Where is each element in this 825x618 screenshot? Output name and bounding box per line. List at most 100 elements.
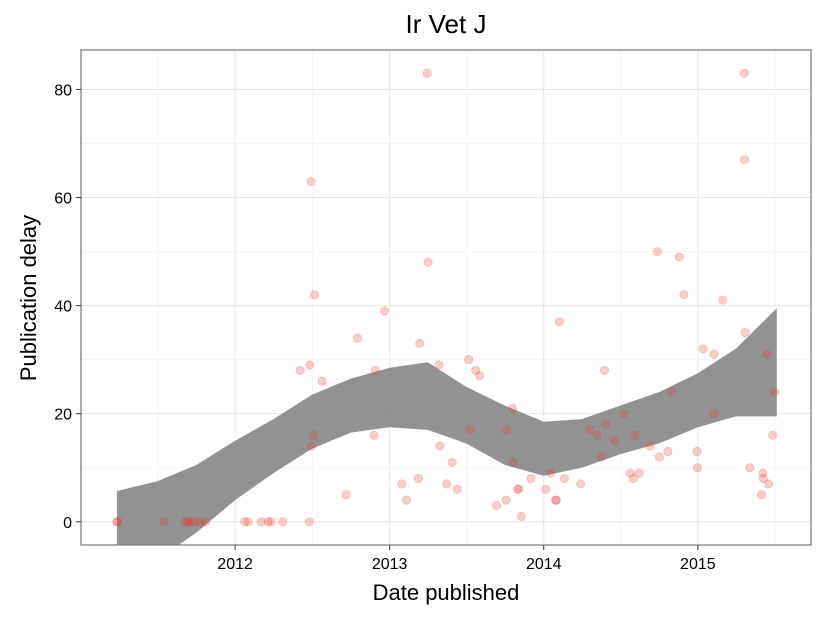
data-point xyxy=(278,517,288,527)
confidence-band xyxy=(116,308,777,545)
data-point xyxy=(369,430,379,440)
data-point xyxy=(541,484,551,494)
data-point xyxy=(508,457,518,467)
data-point xyxy=(674,252,684,262)
y-tick-label: 60 xyxy=(54,191,72,208)
data-point xyxy=(739,68,749,78)
data-point xyxy=(113,517,123,527)
data-point xyxy=(758,474,768,484)
data-point xyxy=(305,360,315,370)
data-point xyxy=(554,317,564,327)
data-point xyxy=(692,447,702,457)
data-point xyxy=(634,468,644,478)
y-axis-title: Publication delay xyxy=(16,215,41,381)
data-point xyxy=(442,479,452,489)
data-point xyxy=(263,517,273,527)
data-point xyxy=(434,360,444,370)
data-point xyxy=(317,376,327,386)
data-point xyxy=(309,430,319,440)
data-point xyxy=(600,365,610,375)
data-point xyxy=(380,306,390,316)
data-point xyxy=(762,349,772,359)
data-point xyxy=(630,430,640,440)
data-point xyxy=(592,430,602,440)
data-point xyxy=(597,452,607,462)
data-point xyxy=(757,490,767,500)
data-point xyxy=(422,68,432,78)
data-point xyxy=(768,430,778,440)
data-point xyxy=(628,474,638,484)
data-point xyxy=(663,447,673,457)
data-point xyxy=(645,441,655,451)
data-point xyxy=(718,295,728,305)
data-points xyxy=(112,68,780,527)
data-point xyxy=(679,290,689,300)
data-point xyxy=(189,517,199,527)
data-point xyxy=(306,176,316,186)
data-point xyxy=(397,479,407,489)
data-point xyxy=(698,344,708,354)
data-point xyxy=(180,517,190,527)
y-tick-label: 80 xyxy=(54,82,72,99)
data-point xyxy=(610,436,620,446)
x-tick-label: 2012 xyxy=(217,556,253,573)
data-point xyxy=(413,474,423,484)
data-point xyxy=(112,517,122,527)
data-point xyxy=(763,479,773,489)
data-point xyxy=(709,349,719,359)
data-point xyxy=(551,495,561,505)
data-point xyxy=(551,495,561,505)
x-axis-title: Date published xyxy=(373,580,520,605)
data-point xyxy=(240,517,250,527)
data-point xyxy=(545,468,555,478)
axis-ticks: 2012 2013 2014 2015 0 20 40 60 80 xyxy=(54,82,716,573)
data-point xyxy=(740,155,750,165)
x-tick-label: 2014 xyxy=(526,556,562,573)
data-point xyxy=(507,403,517,413)
chart-title: Ir Vet J xyxy=(406,9,487,39)
data-point xyxy=(402,495,412,505)
data-point xyxy=(243,517,253,527)
data-point xyxy=(475,371,485,381)
x-tick-label: 2015 xyxy=(680,556,716,573)
plot-border xyxy=(80,49,812,546)
smooth-confidence-band xyxy=(116,308,777,545)
data-point xyxy=(619,409,629,419)
data-point xyxy=(452,484,462,494)
data-point xyxy=(447,457,457,467)
y-tick-label: 40 xyxy=(54,299,72,316)
data-point xyxy=(625,468,635,478)
data-point xyxy=(464,355,474,365)
data-point xyxy=(585,425,595,435)
data-point xyxy=(513,484,523,494)
y-tick-label: 0 xyxy=(63,515,72,532)
data-point xyxy=(423,257,433,267)
data-point xyxy=(770,387,780,397)
x-tick-label: 2013 xyxy=(372,556,408,573)
data-point xyxy=(502,425,512,435)
data-point xyxy=(353,333,363,343)
data-point xyxy=(370,365,380,375)
data-point xyxy=(341,490,351,500)
data-point xyxy=(709,409,719,419)
data-point xyxy=(740,328,750,338)
data-point xyxy=(526,474,536,484)
data-point xyxy=(745,463,755,473)
data-point xyxy=(307,441,317,451)
data-point xyxy=(185,517,195,527)
data-point xyxy=(471,365,481,375)
data-point xyxy=(514,484,524,494)
data-point xyxy=(692,463,702,473)
data-point xyxy=(501,495,511,505)
data-point xyxy=(652,247,662,257)
data-point xyxy=(415,338,425,348)
data-point xyxy=(266,517,276,527)
data-point xyxy=(159,517,169,527)
data-point xyxy=(465,425,475,435)
data-point xyxy=(201,517,211,527)
data-point xyxy=(295,365,305,375)
data-point xyxy=(256,517,266,527)
data-point xyxy=(666,387,676,397)
data-point xyxy=(491,501,501,511)
